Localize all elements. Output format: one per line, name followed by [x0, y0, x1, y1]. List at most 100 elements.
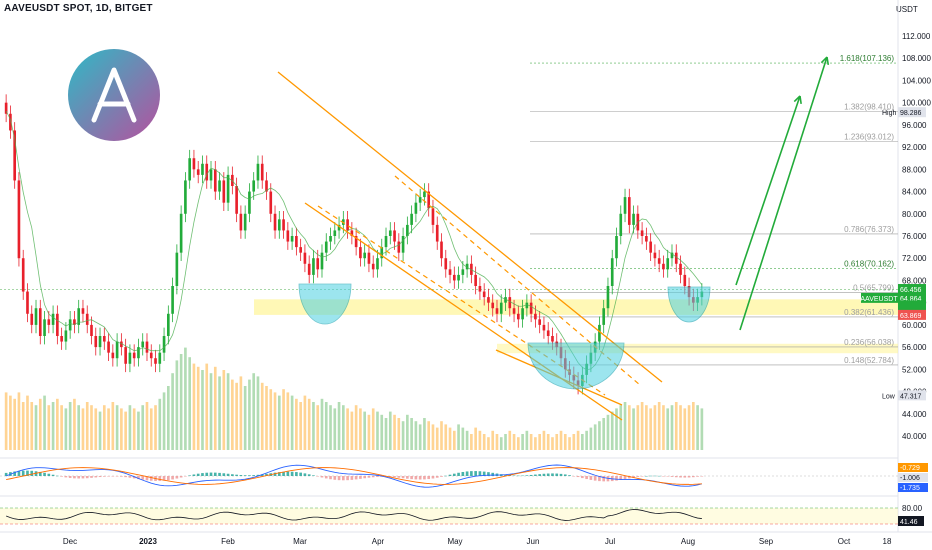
macd-histogram-bar — [598, 476, 601, 482]
candle-body — [102, 336, 106, 342]
volume-bar — [188, 357, 191, 450]
candle-body — [508, 297, 512, 309]
candle-body — [303, 252, 307, 264]
macd-histogram-bar — [13, 471, 16, 476]
candle-body — [457, 274, 460, 281]
volume-bar — [487, 437, 490, 450]
macd-histogram-bar — [572, 476, 576, 477]
macd-histogram-bar — [243, 475, 247, 476]
channel-midline-b — [317, 205, 606, 396]
x-tick-label: Jun — [527, 537, 540, 546]
candle-body — [388, 230, 392, 236]
candle-body — [17, 180, 21, 259]
currency-label: USDT — [896, 5, 918, 14]
volume-bar — [410, 418, 413, 450]
candle-body — [77, 308, 81, 325]
macd-histogram-bar — [64, 476, 68, 478]
macd-badge — [898, 463, 928, 472]
macd-histogram-bar — [81, 476, 85, 479]
macd-histogram-bar — [491, 472, 495, 476]
chart-title: AAVEUSDT SPOT, 1D, BITGET — [4, 3, 153, 14]
candle-body — [120, 341, 123, 348]
candle-body — [627, 197, 631, 225]
price-badge — [898, 107, 926, 118]
candle-body — [149, 352, 153, 359]
x-tick-label: Dec — [63, 537, 77, 546]
candle-body — [346, 219, 349, 231]
volume-bar — [9, 395, 12, 450]
y-tick-label: 96.000 — [902, 121, 927, 130]
volume-bar — [115, 405, 119, 450]
macd-histogram-bar — [589, 476, 593, 480]
macd-histogram-bar — [649, 475, 652, 477]
fib-label: 0.786(76.373) — [844, 225, 894, 234]
volume-bar — [73, 398, 76, 450]
macd-histogram-bar — [350, 476, 354, 480]
volume-bar — [435, 427, 439, 450]
candle-body — [94, 336, 98, 348]
volume-bar — [499, 437, 503, 450]
macd-histogram-bar — [342, 476, 345, 481]
macd-histogram-bar — [260, 474, 264, 476]
volume-bar — [431, 424, 435, 450]
candle-body — [175, 252, 179, 286]
candle-body — [512, 308, 516, 314]
candle-body — [213, 169, 217, 192]
macd-histogram-bar — [171, 476, 174, 480]
volume-bar — [30, 402, 34, 450]
macd-histogram-bar — [307, 474, 311, 476]
macd-histogram-bar — [47, 473, 51, 476]
volume-bar — [427, 421, 431, 450]
candle-body — [205, 163, 209, 181]
macd-histogram-bar — [329, 476, 332, 480]
volume-bar — [452, 430, 456, 450]
volume-bar — [444, 424, 448, 450]
volume-bar — [60, 405, 63, 450]
macd-badge-value: -1.735 — [900, 485, 920, 492]
macd-histogram-bar — [73, 476, 76, 479]
volume-bar — [167, 386, 170, 450]
macd-histogram-bar — [444, 475, 448, 477]
macd-histogram-bar — [102, 476, 106, 477]
y-tick-label: 40.000 — [902, 432, 927, 441]
cup-pattern-middle — [527, 342, 625, 390]
candle-body — [499, 302, 503, 314]
macd-histogram-bar — [209, 472, 213, 476]
ticker-badge-label: AAVEUSDT — [860, 296, 898, 303]
macd-histogram-bar — [145, 476, 149, 481]
macd-histogram-bar — [487, 472, 490, 476]
macd-histogram-bar — [132, 476, 136, 479]
volume-bar — [568, 437, 571, 450]
candle-body — [487, 297, 490, 303]
volume-bar — [90, 405, 93, 450]
macd-histogram-bar — [452, 473, 456, 476]
volume-bar — [666, 408, 670, 450]
macd-histogram-bar — [4, 472, 8, 476]
candle-body — [423, 191, 426, 198]
candle-body — [222, 180, 226, 203]
candle-body — [111, 352, 115, 359]
candle-body — [188, 158, 191, 181]
candle-body — [282, 219, 285, 231]
volume-bar — [692, 402, 695, 450]
macd-badge-value: -0.729 — [900, 465, 920, 472]
volume-bar — [598, 421, 601, 450]
macd-histogram-bar — [359, 476, 362, 479]
macd-histogram-bar — [482, 471, 486, 476]
macd-histogram-bar — [538, 474, 541, 476]
volume-bar — [529, 434, 533, 450]
volume-bar — [700, 408, 704, 450]
macd-histogram-bar — [337, 476, 341, 481]
volume-bar — [542, 430, 546, 450]
macd-histogram-bar — [77, 476, 81, 479]
macd-histogram-bar — [68, 476, 72, 478]
macd-histogram-bar — [346, 476, 349, 481]
volume-bar — [265, 386, 268, 450]
macd-histogram-bar — [179, 476, 183, 478]
candle-body — [98, 336, 102, 348]
volume-bar — [256, 376, 260, 450]
volume-bar — [674, 402, 678, 450]
volume-bar — [17, 392, 21, 450]
fib-label: 0.236(56.038) — [844, 338, 894, 347]
